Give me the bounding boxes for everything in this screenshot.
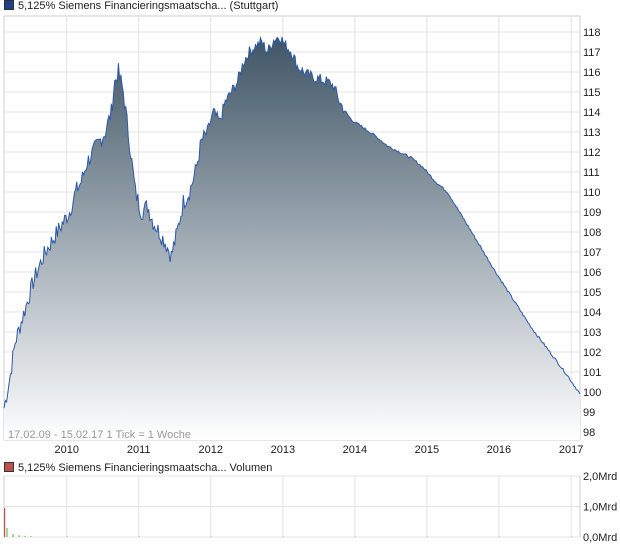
price-y-tick-label: 110 xyxy=(583,187,601,199)
price-x-tick-label: 2012 xyxy=(198,444,222,456)
price-y-tick-label: 100 xyxy=(583,387,601,399)
volume-bar xyxy=(571,536,573,538)
volume-bar xyxy=(18,535,20,537)
volume-bar xyxy=(498,536,501,538)
price-x-tick-label: 2014 xyxy=(343,444,367,456)
volume-bar xyxy=(210,536,212,538)
volume-legend-label: 5,125% Siemens Financieringsmaatscha... … xyxy=(18,462,273,474)
volume-bar xyxy=(4,508,6,537)
price-y-tick-label: 114 xyxy=(583,107,601,119)
volume-y-tick-label: 1,0Mrd xyxy=(583,502,617,514)
price-line xyxy=(3,36,581,409)
price-y-tick-label: 103 xyxy=(583,327,601,339)
volume-bar xyxy=(426,536,429,538)
volume-bar xyxy=(138,536,140,537)
volume-bar xyxy=(354,536,357,538)
volume-y-tick-label: 2,0Mrd xyxy=(583,471,617,483)
price-legend-label: 5,125% Siemens Financieringsmaatscha... … xyxy=(18,0,279,12)
price-x-tick-label: 2015 xyxy=(415,444,439,456)
volume-bar xyxy=(30,536,32,537)
chart-note: 17.02.09 - 15.02.17 1 Tick = 1 Woche xyxy=(8,429,191,441)
price-y-tick-label: 99 xyxy=(583,407,595,419)
price-y-tick-label: 118 xyxy=(583,27,601,39)
price-y-tick-label: 98 xyxy=(583,427,595,439)
price-y-tick-label: 107 xyxy=(583,247,601,259)
price-y-tick-label: 101 xyxy=(583,367,601,379)
price-y-tick-label: 116 xyxy=(583,67,601,79)
price-x-tick-label: 2013 xyxy=(271,444,295,456)
price-y-tick-label: 109 xyxy=(583,207,601,219)
price-x-tick-label: 2016 xyxy=(487,444,511,456)
price-y-tick-label: 104 xyxy=(583,307,601,319)
price-y-tick-label: 117 xyxy=(583,47,601,59)
volume-bar xyxy=(66,536,68,537)
price-y-axis: 98 99 100 101 102 103 104 105 106 107 108 109 110 111… xyxy=(583,27,601,439)
volume-bar xyxy=(282,536,285,538)
price-y-tick-label: 106 xyxy=(583,267,601,279)
price-legend-swatch xyxy=(4,0,14,10)
price-y-tick-label: 112 xyxy=(583,147,601,159)
volume-bar xyxy=(6,527,8,537)
price-x-axis: 2010 2011 2012 2013 2014 2015 2016 2017 xyxy=(54,444,583,456)
volume-grid xyxy=(4,475,580,538)
price-x-tick-label: 2017 xyxy=(559,444,583,456)
price-y-tick-label: 111 xyxy=(583,167,600,179)
volume-y-tick-label: 0,0Mrd xyxy=(583,532,617,544)
volume-legend: 5,125% Siemens Financieringsmaatscha... … xyxy=(4,462,272,475)
price-legend: 5,125% Siemens Financieringsmaatscha... … xyxy=(4,0,278,13)
price-x-tick-label: 2010 xyxy=(54,444,78,456)
volume-bar xyxy=(24,535,26,537)
price-y-tick-label: 113 xyxy=(583,127,601,139)
price-y-tick-label: 115 xyxy=(583,87,601,99)
price-y-tick-label: 105 xyxy=(583,287,601,299)
volume-legend-swatch xyxy=(4,462,14,472)
volume-bars xyxy=(4,508,573,538)
volume-y-axis: 2,0Mrd 1,0Mrd 0,0Mrd xyxy=(583,471,617,544)
price-y-tick-label: 102 xyxy=(583,347,601,359)
price-y-tick-label: 108 xyxy=(583,227,601,239)
price-area xyxy=(4,37,580,440)
price-x-tick-label: 2011 xyxy=(127,444,151,456)
volume-bar xyxy=(12,534,14,537)
